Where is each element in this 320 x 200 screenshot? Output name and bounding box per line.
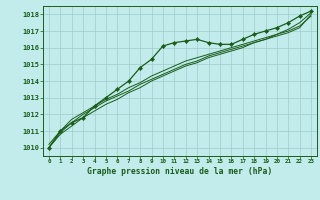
X-axis label: Graphe pression niveau de la mer (hPa): Graphe pression niveau de la mer (hPa) xyxy=(87,167,273,176)
